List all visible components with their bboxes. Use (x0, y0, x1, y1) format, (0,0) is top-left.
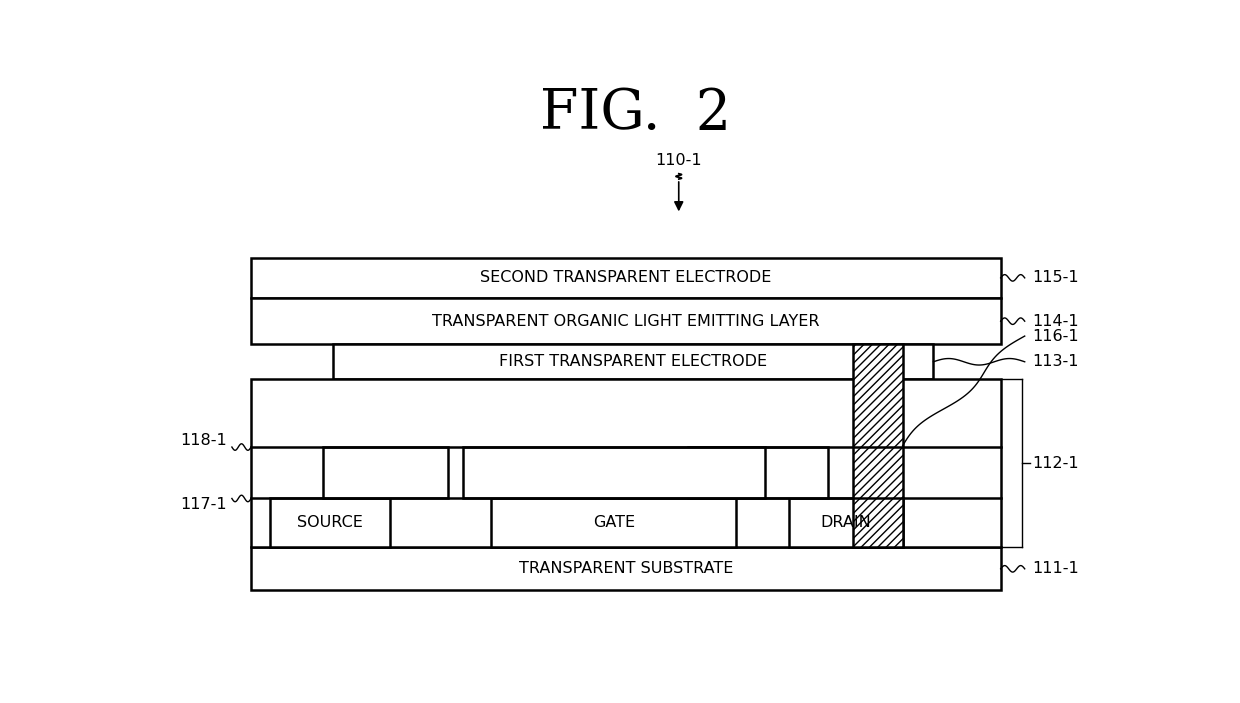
Bar (853, 344, 903, 547)
Bar (789, 498, 903, 547)
Text: 110-1: 110-1 (656, 153, 702, 168)
Text: 118-1: 118-1 (180, 433, 227, 448)
Text: 113-1: 113-1 (1033, 354, 1079, 369)
Text: 117-1: 117-1 (181, 498, 227, 512)
Text: SECOND TRANSPARENT ELECTRODE: SECOND TRANSPARENT ELECTRODE (480, 271, 771, 285)
Bar (688, 447, 828, 498)
Text: SOURCE: SOURCE (298, 515, 363, 530)
Text: 112-1: 112-1 (1033, 456, 1079, 471)
Text: 116-1: 116-1 (1033, 328, 1079, 344)
Text: FIRST TRANSPARENT ELECTRODE: FIRST TRANSPARENT ELECTRODE (498, 354, 768, 369)
Text: GATE: GATE (593, 515, 635, 530)
Text: 111-1: 111-1 (1033, 561, 1079, 576)
Text: TRANSPARENT SUBSTRATE: TRANSPARENT SUBSTRATE (518, 561, 733, 576)
Bar (250, 547, 1001, 591)
Text: 114-1: 114-1 (1033, 314, 1079, 329)
Bar (463, 447, 765, 498)
Bar (250, 380, 1001, 547)
Text: 115-1: 115-1 (1033, 271, 1079, 285)
Bar (250, 257, 1001, 298)
Bar (270, 498, 391, 547)
Text: TRANSPARENT ORGANIC LIGHT EMITTING LAYER: TRANSPARENT ORGANIC LIGHT EMITTING LAYER (432, 314, 820, 329)
Text: DRAIN: DRAIN (821, 515, 872, 530)
Bar (250, 298, 1001, 344)
Text: FIG.  2: FIG. 2 (539, 86, 732, 141)
Bar (324, 447, 448, 498)
Bar (332, 344, 934, 380)
Bar (491, 498, 737, 547)
